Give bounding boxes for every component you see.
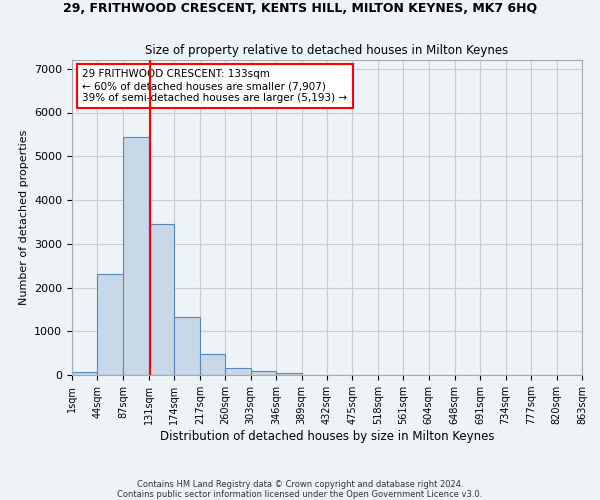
Bar [200, 354, 225, 375]
Title: Size of property relative to detached houses in Milton Keynes: Size of property relative to detached ho… [145, 44, 509, 58]
Bar [72, 372, 97, 375]
Bar [251, 371, 276, 375]
Bar [149, 224, 175, 375]
Text: 29 FRITHWOOD CRESCENT: 133sqm
← 60% of detached houses are smaller (7,907)
39% o: 29 FRITHWOOD CRESCENT: 133sqm ← 60% of d… [82, 70, 347, 102]
Text: 29, FRITHWOOD CRESCENT, KENTS HILL, MILTON KEYNES, MK7 6HQ: 29, FRITHWOOD CRESCENT, KENTS HILL, MILT… [63, 2, 537, 16]
X-axis label: Distribution of detached houses by size in Milton Keynes: Distribution of detached houses by size … [160, 430, 494, 443]
Bar [123, 136, 149, 375]
Y-axis label: Number of detached properties: Number of detached properties [19, 130, 29, 305]
Bar [276, 372, 302, 375]
Bar [97, 274, 123, 375]
Bar [225, 368, 251, 375]
Text: Contains HM Land Registry data © Crown copyright and database right 2024.
Contai: Contains HM Land Registry data © Crown c… [118, 480, 482, 499]
Bar [175, 318, 200, 375]
